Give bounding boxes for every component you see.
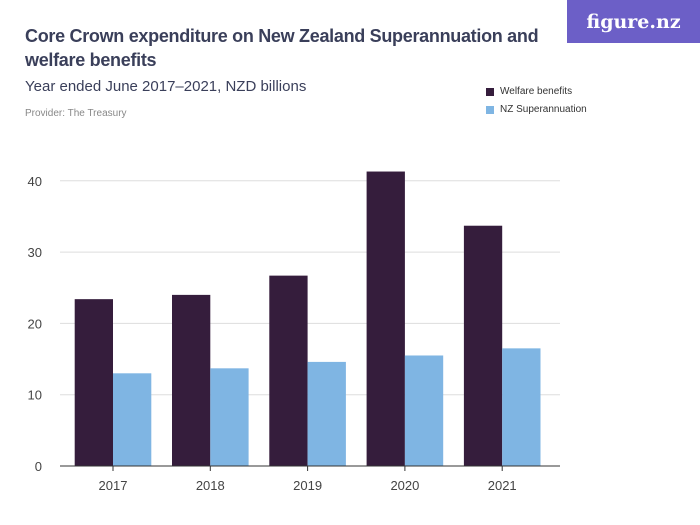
legend-item-super: NZ Superannuation [486,104,587,115]
bar-welfare-2017 [74,299,113,466]
legend-swatch [486,105,494,114]
legend-label: NZ Superannuation [500,104,587,115]
bar-super-2019 [307,361,346,466]
bar-welfare-2018 [172,294,211,466]
y-tick-label: 10 [28,388,42,403]
bar-super-2020 [404,355,444,466]
legend-swatch [486,87,494,96]
bar-welfare-2019 [269,275,308,466]
x-tick-label: 2019 [293,478,322,493]
x-tick-label: 2020 [390,478,419,493]
chart-title: Core Crown expenditure on New Zealand Su… [25,26,539,70]
bar-super-2017 [113,373,152,466]
bar-welfare-2020 [366,171,405,466]
y-tick-label: 30 [28,245,42,260]
chart-subtitle: Year ended June 2017–2021, NZD billions [25,78,307,95]
y-tick-label: 40 [28,174,42,189]
x-tick-label: 2018 [196,478,225,493]
bar-welfare-2021 [463,225,503,466]
y-tick-label: 0 [35,459,42,474]
x-tick-label: 2017 [99,478,128,493]
legend-label: Welfare benefits [500,86,573,97]
provider: Provider: The Treasury [25,108,127,119]
y-tick-label: 20 [28,316,42,331]
bar-super-2021 [502,348,541,466]
legend-item-welfare: Welfare benefits [486,86,572,97]
bar-super-2018 [210,368,249,466]
x-tick-label: 2021 [488,478,517,493]
figure-nz-logo[interactable]: figure.nz [567,0,700,43]
